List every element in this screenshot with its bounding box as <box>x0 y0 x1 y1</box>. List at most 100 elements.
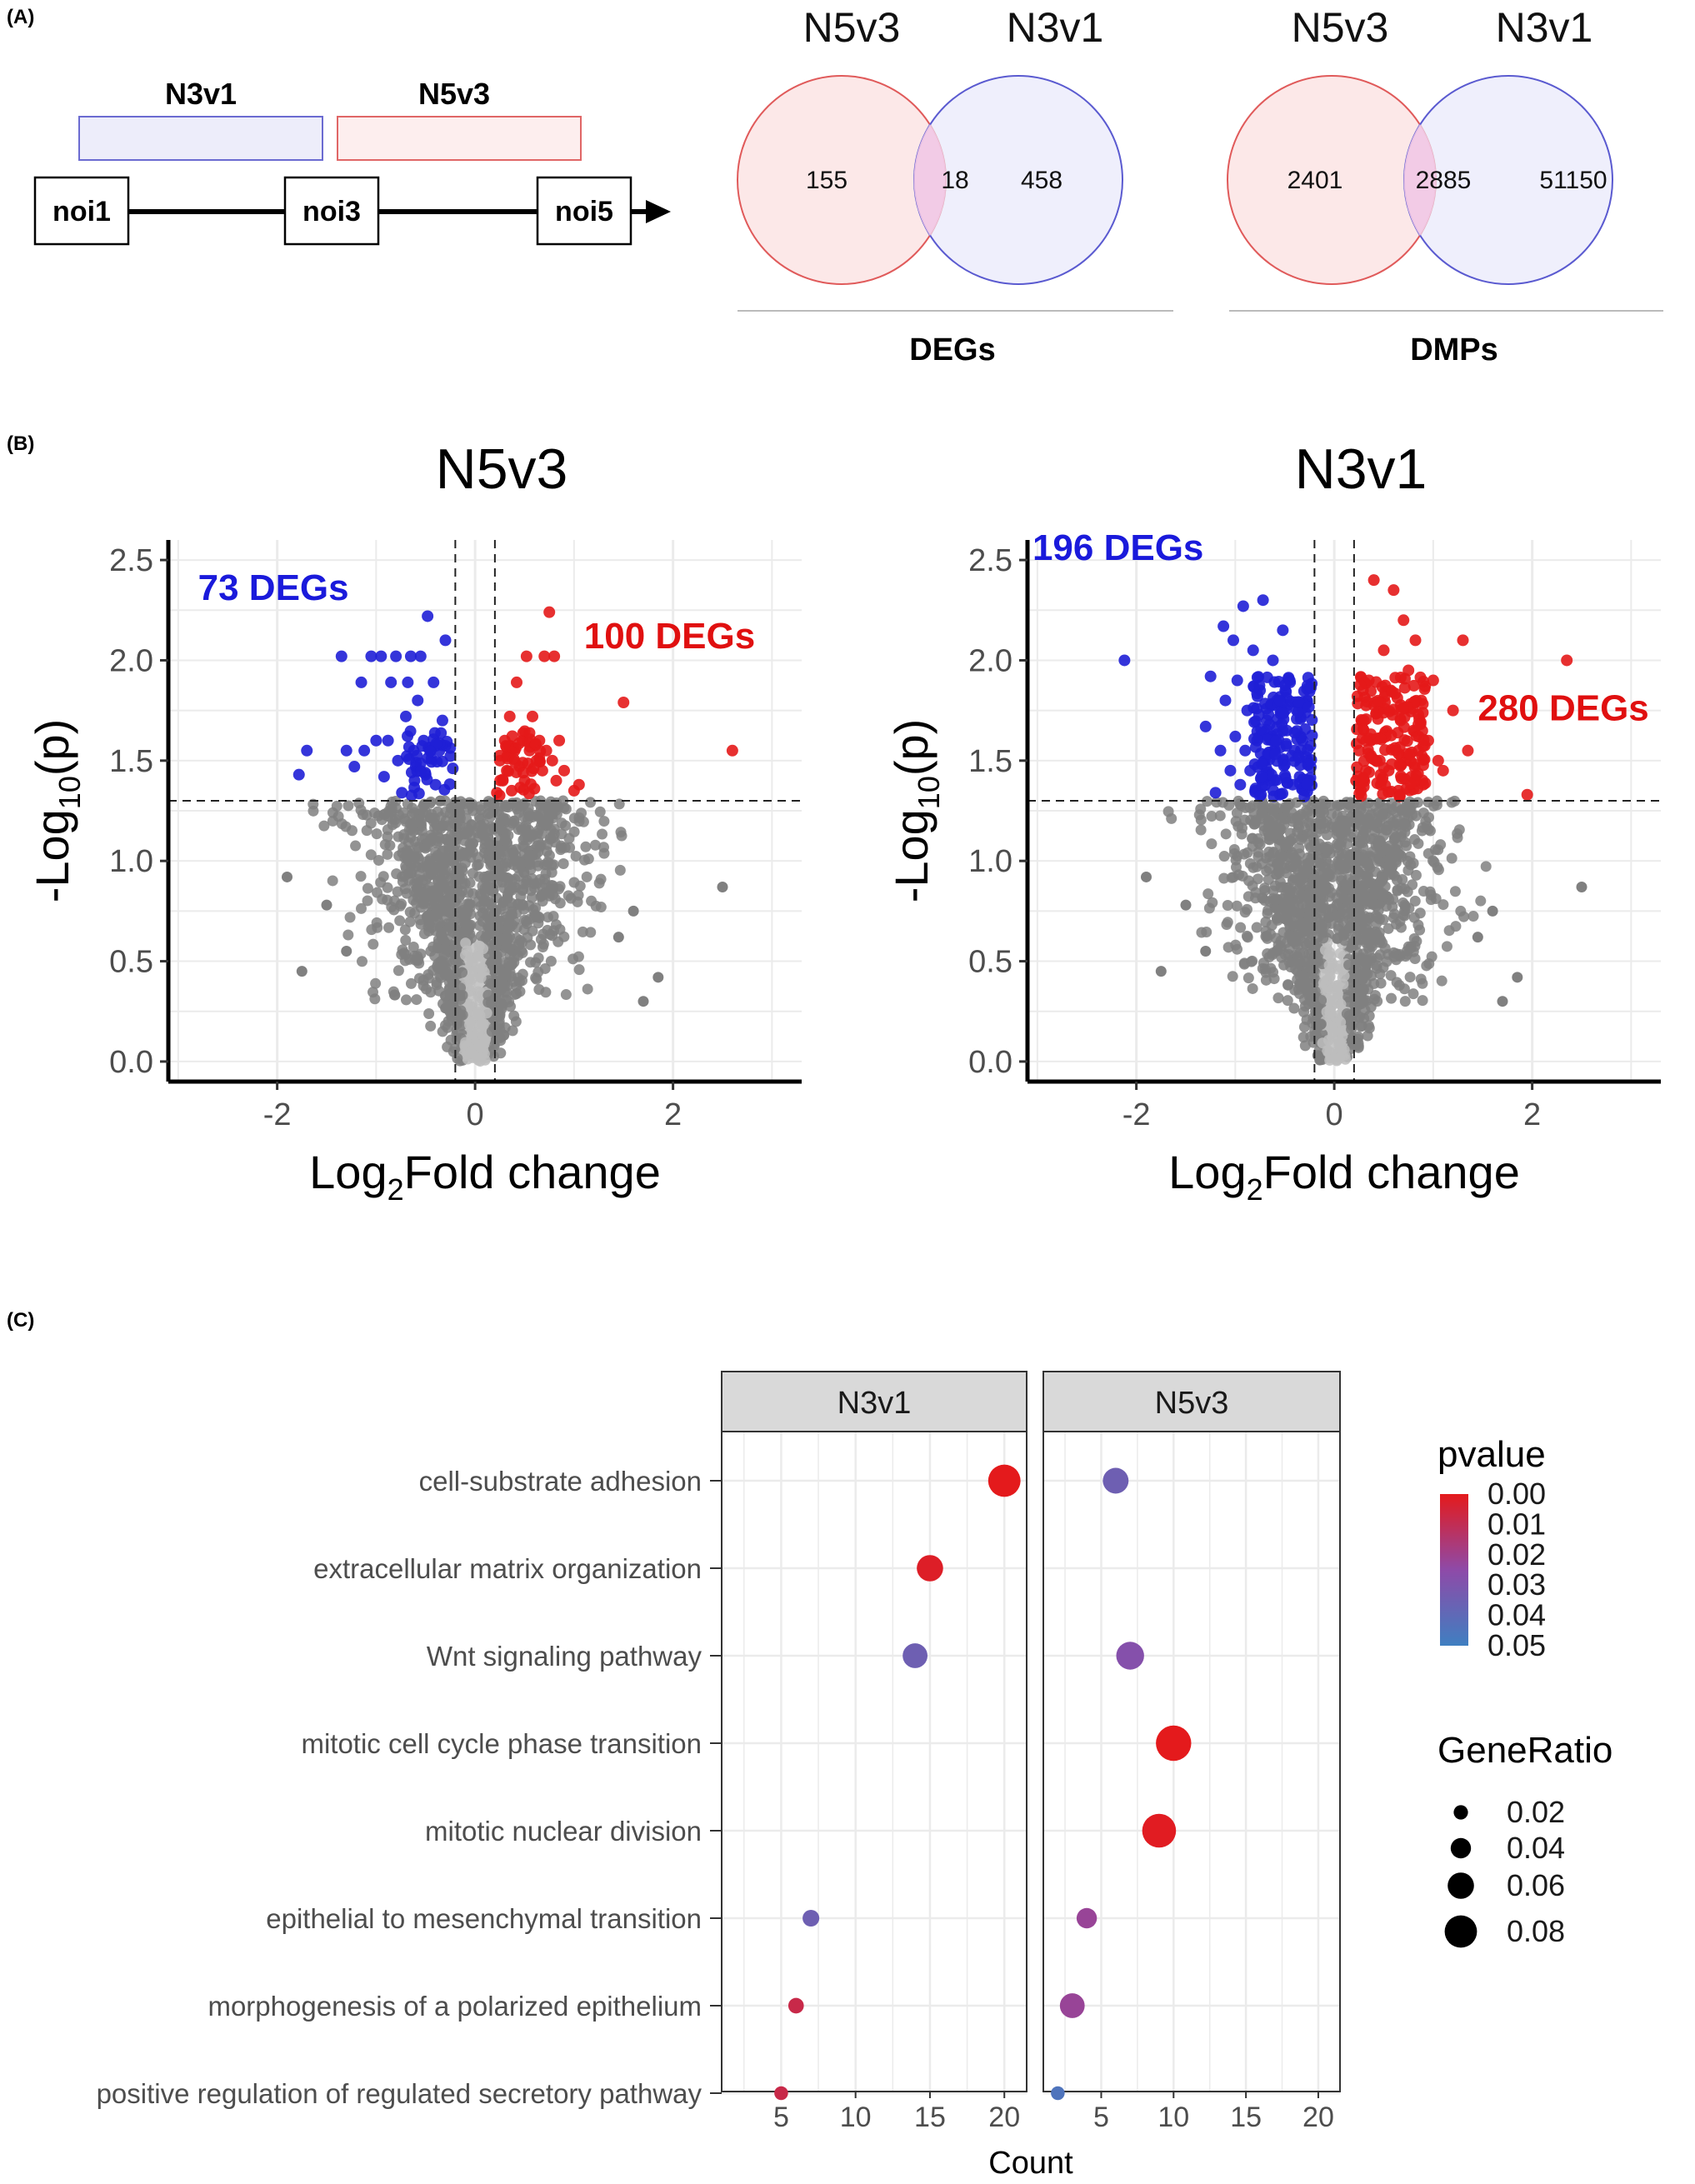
gray-point <box>1346 1023 1358 1035</box>
gray-point <box>1279 913 1291 925</box>
gray-point <box>1231 900 1242 912</box>
gray-point <box>1282 995 1293 1007</box>
region-n3v1-box <box>78 116 323 161</box>
gray-point <box>1368 977 1380 989</box>
gray-point <box>1344 922 1356 933</box>
up-point <box>1398 614 1410 627</box>
x-tick-label: 20 <box>1302 2102 1334 2133</box>
gray-point <box>579 854 591 866</box>
gray-point <box>1278 927 1289 938</box>
gray-point <box>1380 824 1392 836</box>
gray-point <box>1252 832 1264 844</box>
up-point <box>1388 584 1400 597</box>
gray-point <box>327 815 338 827</box>
up-point <box>1354 678 1367 691</box>
gray-point <box>598 847 610 859</box>
gray-point <box>457 886 468 897</box>
facet-strip-label: N5v3 <box>1155 1386 1229 1421</box>
panel-label-a: (A) <box>7 6 34 28</box>
gray-point <box>493 857 505 868</box>
dot-point <box>1102 1467 1129 1494</box>
generatio-legend-symbol <box>1450 1837 1472 1859</box>
gray-point <box>1259 895 1271 907</box>
gray-point <box>476 889 488 901</box>
gray-point <box>477 962 488 974</box>
down-point <box>1256 758 1268 771</box>
gray-point <box>597 828 608 840</box>
gray-point <box>1363 1022 1375 1034</box>
up-point <box>1432 754 1444 767</box>
gray-point <box>442 1003 454 1015</box>
up-point <box>1462 744 1474 757</box>
gray-point <box>1239 814 1251 826</box>
gray-point <box>460 937 472 949</box>
gray-point <box>372 854 384 866</box>
gray-point <box>490 958 502 970</box>
gray-point <box>1230 816 1242 827</box>
gray-point <box>508 957 520 968</box>
down-point <box>1224 764 1237 777</box>
gray-point <box>538 928 549 940</box>
up-point <box>522 787 535 800</box>
down-point <box>1231 674 1243 687</box>
x-tick-label: 15 <box>1230 2102 1262 2133</box>
gray-point <box>556 842 568 853</box>
gray-point <box>413 842 425 853</box>
venn-dmps-only-n5v3: 2401 <box>1288 167 1343 194</box>
gray-point <box>500 967 512 979</box>
gray-point <box>495 1047 507 1059</box>
generatio-legend-title: GeneRatio <box>1438 1730 1612 1771</box>
gray-point <box>1298 1032 1309 1043</box>
y-tick-label: 1.5 <box>968 744 1012 779</box>
gray-point <box>391 868 402 880</box>
gray-point <box>527 925 538 937</box>
gray-point <box>412 874 424 886</box>
down-point <box>424 745 437 757</box>
gray-point <box>1222 942 1234 953</box>
down-point <box>1248 702 1260 714</box>
venn-dmps: N5v3 N3v1 2401 2885 51150 DMPs <box>1227 4 1663 367</box>
gray-point <box>1407 809 1418 821</box>
nonsignificant-points <box>282 795 728 1067</box>
gray-point <box>518 867 530 878</box>
gray-point <box>548 889 559 901</box>
gray-point <box>414 914 426 926</box>
gray-point <box>1218 872 1230 884</box>
generatio-legend-label: 0.02 <box>1507 1795 1565 1829</box>
gray-point <box>1409 895 1421 907</box>
element-noi3-box <box>283 176 380 246</box>
gray-point <box>482 808 493 820</box>
up-point <box>1447 704 1459 717</box>
category-label: mitotic nuclear division <box>425 1816 702 1847</box>
gray-point <box>1326 1021 1338 1032</box>
panel-label-b: (B) <box>7 432 34 455</box>
up-point <box>1394 760 1407 772</box>
plot-title: N3v1 <box>1295 437 1428 501</box>
facet-strip <box>1042 1371 1341 1432</box>
gray-point <box>612 932 624 943</box>
gray-point <box>1410 869 1422 881</box>
down-point <box>1302 743 1314 756</box>
gray-point <box>568 812 580 824</box>
gray-point <box>371 917 382 928</box>
gray-point <box>1301 1014 1312 1026</box>
gray-point <box>1279 840 1291 852</box>
x-tick-label: 0 <box>467 1097 484 1132</box>
down-point <box>404 650 417 662</box>
construct-arrowhead <box>646 200 671 223</box>
up-point <box>1408 758 1421 771</box>
gray-point <box>1242 972 1254 984</box>
gray-point <box>570 850 582 862</box>
gray-point <box>1391 918 1402 930</box>
gray-point <box>474 1009 486 1021</box>
gray-point <box>502 857 514 868</box>
category-label: positive regulation of regulated secreto… <box>97 2078 702 2109</box>
gray-point <box>1324 1054 1336 1066</box>
gray-point <box>585 797 597 808</box>
y-axis-label: -Log10(p) <box>26 719 87 903</box>
gray-point <box>1428 857 1440 868</box>
gray-point <box>1386 992 1398 1004</box>
up-point <box>493 789 506 802</box>
gray-point <box>1332 838 1343 850</box>
